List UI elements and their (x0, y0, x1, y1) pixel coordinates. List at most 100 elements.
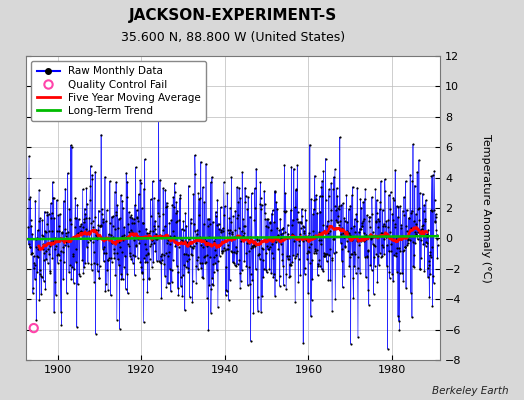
Point (326, 228, 334, 234)
Point (141, 259, 149, 266)
Point (81, 205, 89, 212)
Point (420, 208, 428, 215)
Point (235, 225, 243, 231)
Point (92, 226, 101, 233)
Point (308, 257, 316, 263)
Point (39, 240, 47, 247)
Point (300, 230, 308, 236)
Point (258, 245, 267, 252)
Point (225, 230, 233, 236)
Point (106, 292, 115, 299)
Point (151, 218, 159, 224)
Point (94, 227, 102, 234)
Point (133, 214, 141, 221)
Point (407, 207, 416, 214)
Point (219, 225, 227, 232)
Point (110, 250, 118, 256)
Point (241, 199, 249, 206)
Point (433, 236, 441, 243)
Point (260, 188, 268, 194)
Point (357, 222, 366, 229)
Point (63, 170, 72, 176)
Point (145, 276, 153, 283)
Point (64, 242, 72, 249)
Point (79, 186, 87, 192)
Point (29, 253, 38, 259)
Point (326, 276, 335, 283)
Point (425, 252, 434, 258)
Point (119, 236, 128, 243)
Point (187, 216, 195, 222)
Point (88, 176, 96, 182)
Point (373, 210, 381, 216)
Point (114, 256, 122, 262)
Point (332, 185, 341, 191)
Point (361, 254, 369, 260)
Point (293, 251, 301, 257)
Point (331, 166, 339, 172)
Point (71, 258, 80, 265)
Point (35, 187, 43, 193)
Point (280, 162, 289, 168)
Point (213, 197, 222, 203)
Point (191, 240, 200, 246)
Point (283, 256, 292, 262)
Point (66, 216, 74, 222)
Point (228, 229, 236, 236)
Point (397, 222, 406, 228)
Point (386, 275, 394, 281)
Point (159, 227, 167, 234)
Point (82, 185, 91, 192)
Point (117, 192, 125, 198)
Point (102, 218, 110, 224)
Point (115, 326, 124, 332)
Point (236, 285, 244, 291)
Point (422, 231, 431, 238)
Point (325, 186, 333, 192)
Point (297, 219, 305, 225)
Point (373, 197, 381, 203)
Point (30, 260, 38, 266)
Point (84, 239, 92, 246)
Point (400, 212, 409, 218)
Point (144, 230, 152, 237)
Point (46, 270, 54, 276)
Point (400, 194, 408, 200)
Point (237, 277, 245, 284)
Point (153, 236, 161, 242)
Point (135, 240, 144, 247)
Point (136, 177, 144, 183)
Point (103, 266, 112, 273)
Point (202, 243, 211, 249)
Point (341, 218, 349, 224)
Point (306, 260, 314, 266)
Point (216, 204, 225, 210)
Point (331, 296, 340, 302)
Point (141, 241, 149, 247)
Point (163, 203, 171, 209)
Point (80, 219, 88, 226)
Point (254, 252, 263, 258)
Point (140, 255, 148, 262)
Point (397, 225, 405, 232)
Point (58, 229, 66, 236)
Point (279, 282, 288, 289)
Point (35, 297, 43, 303)
Point (223, 227, 232, 234)
Point (398, 270, 407, 276)
Point (323, 222, 331, 229)
Point (282, 286, 290, 292)
Point (408, 178, 417, 184)
Point (285, 274, 293, 280)
Point (346, 254, 354, 261)
Point (270, 188, 279, 194)
Point (34, 254, 42, 260)
Point (75, 223, 84, 229)
Point (242, 192, 250, 199)
Point (389, 194, 398, 201)
Point (353, 184, 362, 191)
Point (406, 289, 414, 296)
Point (401, 244, 410, 250)
Point (292, 253, 300, 259)
Point (241, 223, 249, 230)
